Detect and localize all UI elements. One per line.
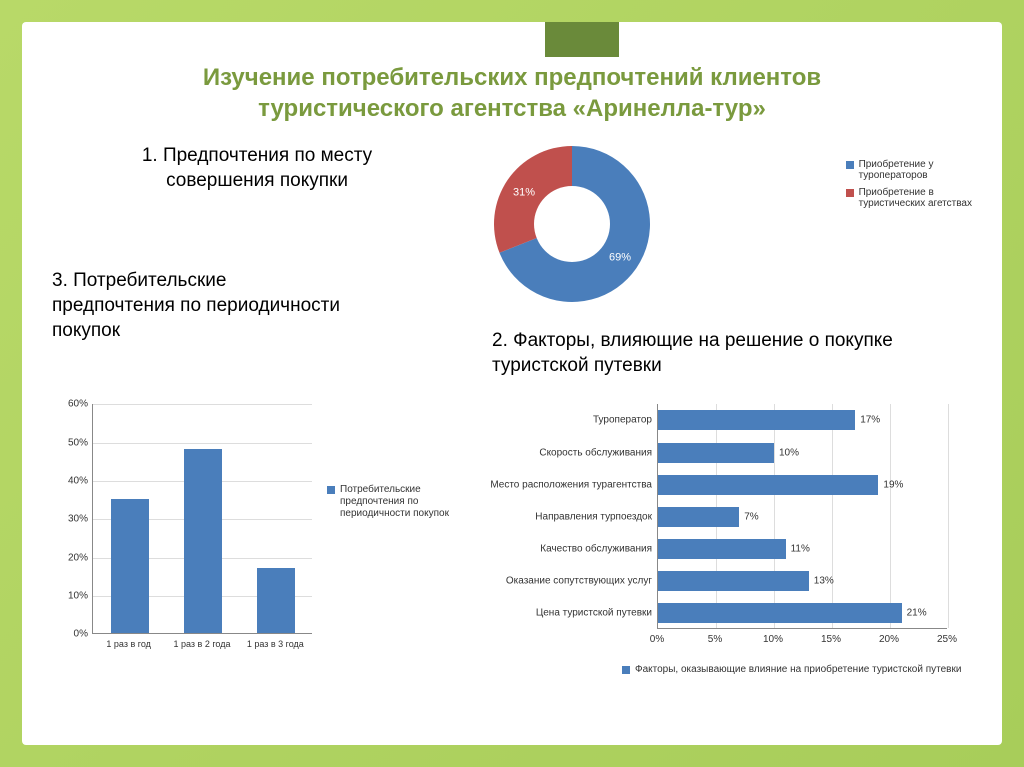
- bar-y-tick-label: 0%: [58, 629, 88, 640]
- hbar-plot-area: [657, 404, 947, 629]
- hbar: [658, 475, 878, 495]
- corner-decoration: [542, 22, 622, 60]
- hbar-chart: Факторы, оказывающие влияние на приобрет…: [492, 394, 982, 714]
- section-2-label: 2. Факторы, влияющие на решение о покупк…: [492, 329, 972, 378]
- hbar-legend-label: Факторы, оказывающие влияние на приобрет…: [635, 664, 961, 675]
- hbar-gridline: [890, 404, 891, 628]
- bar-y-tick-label: 10%: [58, 591, 88, 602]
- page-title: Изучение потребительских предпочтений кл…: [22, 22, 1002, 134]
- legend-swatch-blue: [846, 161, 854, 169]
- hbar-category-label: Цена туристской путевки: [472, 608, 652, 619]
- section-1-label: 1. Предпочтения по месту совершения поку…: [92, 144, 422, 193]
- donut-svg: 69% 31%: [462, 134, 682, 314]
- donut-legend-item-2: Приобретение в туристических агетствах: [846, 187, 972, 209]
- bar: [111, 499, 149, 633]
- hbar-value-label: 7%: [744, 511, 758, 522]
- hbar: [658, 571, 809, 591]
- hbar-category-label: Качество обслуживания: [472, 544, 652, 555]
- hbar: [658, 603, 902, 623]
- bar-chart: 0%10%20%30%40%50%60% Потребительские пре…: [52, 394, 472, 694]
- hbar-value-label: 13%: [814, 576, 834, 587]
- bar-y-tick-label: 50%: [58, 437, 88, 448]
- legend-swatch-bar: [327, 486, 335, 494]
- bar-y-tick-label: 20%: [58, 552, 88, 563]
- hbar-gridline: [774, 404, 775, 628]
- hbar-value-label: 11%: [791, 544, 810, 555]
- hbar-gridline: [948, 404, 949, 628]
- hbar-gridline: [832, 404, 833, 628]
- bar-gridline: [93, 404, 312, 405]
- hbar-value-label: 10%: [779, 447, 799, 458]
- donut-legend-item-1: Приобретение у туроператоров: [846, 159, 972, 181]
- hbar-x-tick-label: 0%: [650, 634, 664, 645]
- hbar-x-tick-label: 5%: [708, 634, 722, 645]
- hbar: [658, 507, 739, 527]
- bar-gridline: [93, 443, 312, 444]
- hbar-category-label: Направления турпоездок: [472, 511, 652, 522]
- bar: [257, 568, 295, 633]
- hbar-value-label: 17%: [860, 415, 880, 426]
- bar-y-tick-label: 60%: [58, 399, 88, 410]
- hbar: [658, 410, 855, 430]
- hbar-category-label: Место расположения турагентства: [472, 479, 652, 490]
- hbar-value-label: 19%: [883, 479, 903, 490]
- section-3-label: 3. Потребительские предпочтения по перио…: [52, 269, 352, 343]
- legend-text-2: Приобретение в туристических агетствах: [859, 187, 972, 209]
- bar: [184, 449, 222, 633]
- bar-y-tick-label: 30%: [58, 514, 88, 525]
- bar-plot-area: 0%10%20%30%40%50%60%: [92, 404, 312, 634]
- hbar-x-tick-label: 25%: [937, 634, 957, 645]
- bar-x-tick-label: 1 раз в 3 года: [245, 639, 305, 649]
- hbar-x-tick-label: 20%: [879, 634, 899, 645]
- donut-chart: 69% 31% Приобретение у туроператоров При…: [462, 134, 982, 314]
- hbar-value-label: 21%: [907, 608, 927, 619]
- hbar-x-tick-label: 15%: [821, 634, 841, 645]
- slide: Изучение потребительских предпочтений кл…: [22, 22, 1002, 745]
- bar-legend-label: Потребительские предпочтения по периодич…: [340, 484, 467, 520]
- donut-label-69: 69%: [609, 252, 631, 264]
- bar-legend: Потребительские предпочтения по периодич…: [327, 484, 467, 526]
- title-line1: Изучение потребительских предпочтений кл…: [203, 64, 821, 91]
- hbar-category-label: Скорость обслуживания: [472, 447, 652, 458]
- hbar-x-tick-label: 10%: [763, 634, 783, 645]
- legend-swatch-red: [846, 189, 854, 197]
- hbar: [658, 443, 774, 463]
- hbar: [658, 539, 786, 559]
- donut-legend: Приобретение у туроператоров Приобретени…: [846, 159, 972, 215]
- content-area: 1. Предпочтения по месту совершения поку…: [22, 134, 1002, 737]
- bar-x-tick-label: 1 раз в год: [99, 639, 159, 649]
- legend-swatch-hbar: [622, 666, 630, 674]
- bar-x-tick-label: 1 раз в 2 года: [172, 639, 232, 649]
- hbar-category-label: Оказание сопутствующих услуг: [472, 576, 652, 587]
- bar-y-tick-label: 40%: [58, 476, 88, 487]
- title-line2: туристического агентства «Аринелла-тур»: [258, 95, 766, 122]
- donut-label-31: 31%: [513, 187, 535, 199]
- donut-hole: [534, 186, 610, 262]
- hbar-legend: Факторы, оказывающие влияние на приобрет…: [622, 664, 961, 681]
- legend-text-1: Приобретение у туроператоров: [859, 159, 934, 181]
- hbar-category-label: Туроператор: [472, 415, 652, 426]
